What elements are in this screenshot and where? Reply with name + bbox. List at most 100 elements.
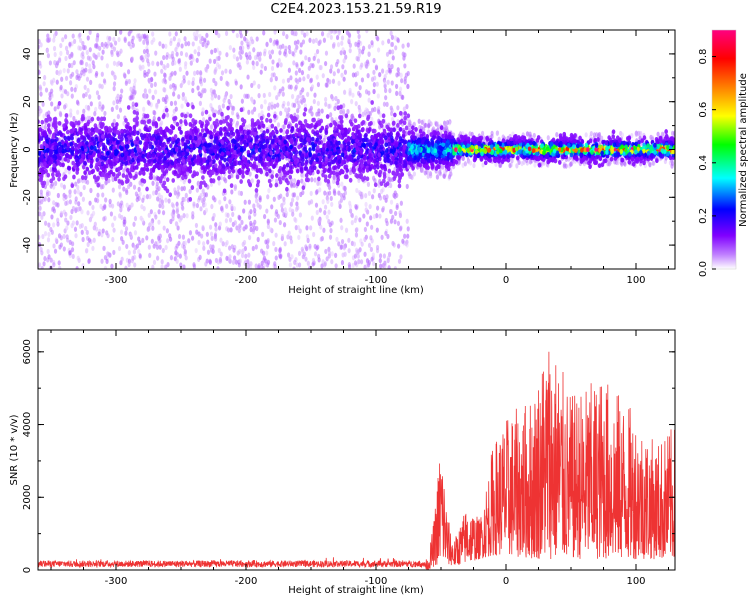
spectral-point	[285, 34, 289, 40]
spectral-point	[400, 78, 404, 84]
spectral-point	[292, 102, 297, 108]
spectral-point	[390, 116, 395, 122]
spectral-point	[246, 162, 250, 168]
spectral-point	[332, 188, 336, 194]
spectral-point	[181, 166, 185, 172]
spectral-point	[199, 192, 203, 199]
spectral-point	[331, 78, 336, 84]
spectral-point	[85, 76, 90, 82]
spectral-point	[367, 51, 371, 57]
spectral-point	[348, 48, 352, 54]
spectral-point	[95, 197, 100, 204]
spectral-point	[182, 244, 186, 250]
spectral-point	[363, 236, 367, 243]
spectral-point	[326, 198, 330, 205]
spectral-point	[199, 76, 203, 82]
spectral-point	[91, 60, 95, 66]
spectral-point	[264, 258, 268, 264]
spectral-point	[339, 217, 343, 223]
spectral-point	[80, 229, 84, 235]
spectral-point	[343, 138, 348, 144]
spectral-point	[278, 134, 283, 140]
spectral-point	[64, 194, 68, 200]
spectral-point	[165, 188, 170, 194]
spectral-point	[187, 80, 191, 86]
spectral-point	[182, 185, 186, 191]
spectral-point	[387, 38, 391, 44]
spectral-point	[405, 104, 409, 110]
spectral-point	[279, 128, 283, 133]
spectral-point	[175, 243, 179, 249]
spectral-point	[133, 262, 137, 268]
spectral-point	[367, 190, 371, 196]
spectral-point	[222, 176, 226, 182]
spectral-point	[281, 103, 285, 109]
spectral-point	[378, 71, 382, 78]
spectral-point	[278, 50, 282, 56]
spectral-point	[211, 89, 216, 95]
spectral-point	[106, 233, 110, 239]
spectral-point	[77, 201, 81, 207]
spectral-point	[40, 250, 44, 256]
spectral-point	[335, 34, 340, 41]
spectral-point	[262, 213, 267, 220]
spectral-point	[53, 106, 57, 112]
spectral-point	[221, 241, 225, 247]
spectral-point	[213, 232, 218, 238]
spectral-point	[183, 64, 188, 70]
spectral-point	[191, 211, 195, 217]
spectral-point	[254, 263, 258, 269]
spectral-point	[47, 231, 51, 238]
spectral-point	[185, 213, 189, 219]
spectral-point	[117, 184, 122, 190]
spectral-point	[127, 31, 131, 37]
spectral-point	[351, 262, 355, 268]
spectral-point	[198, 100, 202, 107]
spectral-point	[70, 150, 74, 155]
spectral-point	[285, 128, 290, 134]
spectral-point	[256, 202, 260, 208]
spectral-point	[43, 231, 48, 237]
spectral-point	[260, 110, 264, 116]
spectral-point	[47, 110, 51, 116]
spectral-point	[100, 71, 104, 77]
spectral-point	[294, 123, 299, 128]
spectral-point	[399, 254, 403, 260]
spectral-point	[74, 206, 78, 212]
spectral-point	[75, 69, 79, 75]
spectral-point	[159, 60, 164, 66]
spectral-point	[374, 64, 379, 70]
spectral-point	[304, 244, 308, 250]
spectral-point	[273, 217, 278, 223]
spectral-point	[127, 250, 131, 256]
spectral-point	[201, 41, 205, 48]
spectral-point	[109, 211, 114, 217]
spectral-point	[231, 259, 236, 265]
spectral-point	[368, 166, 372, 172]
spectral-point	[146, 99, 150, 105]
spectral-point	[294, 225, 298, 231]
spectral-point	[70, 86, 74, 92]
spectral-point	[58, 244, 62, 250]
spectral-point	[274, 76, 278, 82]
spectral-point	[365, 221, 369, 227]
spectral-point	[283, 139, 287, 145]
spectral-point	[148, 141, 153, 147]
spectral-point	[336, 98, 340, 105]
spectral-point	[254, 193, 258, 199]
spectral-point	[354, 100, 358, 107]
spectral-point	[183, 113, 188, 119]
spectral-point	[115, 50, 119, 56]
spectral-point	[146, 119, 151, 125]
spectral-point	[176, 193, 180, 200]
spectral-point	[204, 207, 209, 213]
spectral-point	[367, 242, 372, 248]
spectral-point	[111, 222, 115, 228]
spectral-point	[87, 170, 92, 176]
spectral-point	[87, 237, 92, 243]
spectral-point	[187, 238, 191, 244]
spectral-point	[94, 72, 98, 78]
spectral-point	[152, 37, 156, 43]
spectral-point	[329, 195, 333, 202]
spectral-point	[39, 144, 44, 149]
